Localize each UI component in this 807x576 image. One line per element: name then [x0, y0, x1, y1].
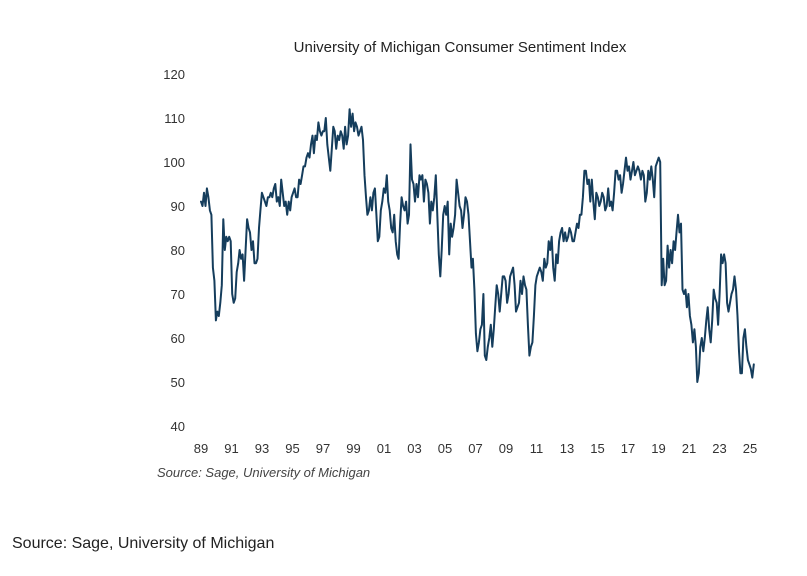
x-tick-label: 89	[194, 441, 208, 456]
x-tick-label: 21	[682, 441, 696, 456]
x-tick-label: 05	[438, 441, 452, 456]
x-tick-label: 19	[651, 441, 665, 456]
y-tick-label: 80	[171, 243, 185, 258]
x-tick-label: 97	[316, 441, 330, 456]
y-tick-label: 70	[171, 287, 185, 302]
y-tick-label: 100	[163, 155, 185, 170]
x-tick-label: 25	[743, 441, 757, 456]
y-tick-label: 110	[164, 111, 185, 126]
x-tick-label: 91	[224, 441, 238, 456]
x-tick-label: 01	[377, 441, 391, 456]
x-tick-label: 07	[468, 441, 482, 456]
x-tick-label: 99	[346, 441, 360, 456]
x-axis: 89 91 93 95 97 99 01 03 05 07 09 11 13 15 17 19 21 23 25	[194, 441, 757, 456]
y-tick-label: 120	[163, 67, 185, 82]
y-tick-label: 60	[171, 331, 185, 346]
x-tick-label: 17	[621, 441, 635, 456]
x-tick-label: 11	[530, 441, 544, 456]
chart-title: University of Michigan Consumer Sentimen…	[294, 39, 627, 56]
x-tick-label: 95	[285, 441, 299, 456]
y-axis: 40 50 60 70 80 90 100 110 120	[163, 67, 185, 434]
y-tick-label: 40	[171, 419, 185, 434]
y-tick-label: 90	[171, 199, 185, 214]
chart-source-note: Source: Sage, University of Michigan	[157, 465, 370, 480]
footer-source: Source: Sage, University of Michigan	[12, 535, 275, 552]
x-tick-label: 15	[590, 441, 604, 456]
x-tick-label: 23	[712, 441, 726, 456]
x-tick-label: 13	[560, 441, 574, 456]
x-tick-label: 93	[255, 441, 269, 456]
x-tick-label: 03	[407, 441, 421, 456]
x-tick-label: 09	[499, 441, 513, 456]
y-tick-label: 50	[171, 375, 185, 390]
series-line	[200, 108, 755, 383]
